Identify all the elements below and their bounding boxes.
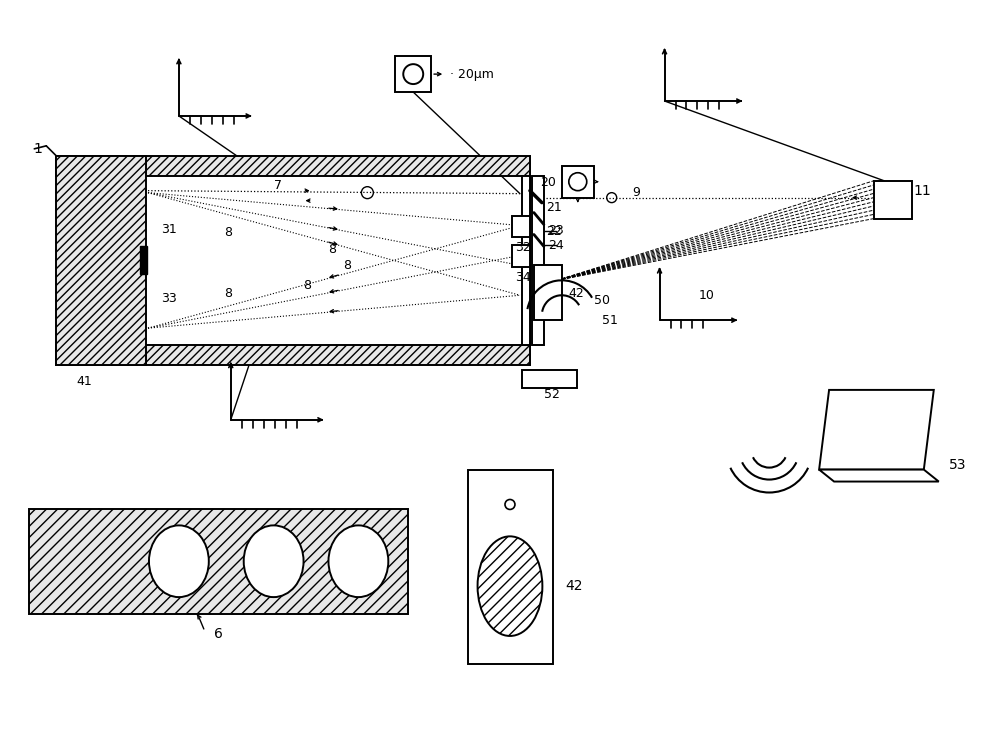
Polygon shape [819, 390, 934, 469]
Bar [56, 156, 530, 176]
Text: 10: 10 [698, 289, 714, 302]
Ellipse shape [328, 526, 388, 597]
Text: 8: 8 [343, 259, 351, 272]
Bar [874, 181, 912, 219]
Bar [512, 246, 530, 268]
Bar [532, 176, 544, 345]
Text: 11: 11 [913, 184, 931, 198]
Text: 9: 9 [633, 186, 641, 199]
Text: 20: 20 [540, 176, 556, 190]
Text: 34: 34 [515, 271, 531, 284]
Text: 8: 8 [328, 243, 336, 256]
Text: 22: 22 [546, 225, 562, 238]
Text: 32: 32 [515, 241, 531, 254]
Text: 8: 8 [224, 286, 232, 300]
Bar [522, 370, 577, 388]
Text: 6: 6 [214, 627, 223, 641]
Bar [395, 56, 431, 92]
Text: 23: 23 [548, 224, 564, 237]
Text: 53: 53 [949, 458, 966, 472]
Text: 33: 33 [161, 292, 177, 305]
Text: 8: 8 [304, 278, 312, 292]
Text: 52: 52 [544, 389, 560, 402]
Text: 1: 1 [33, 142, 42, 156]
Bar [468, 469, 553, 664]
Text: 8: 8 [224, 226, 232, 239]
Bar [29, 510, 408, 614]
Bar [56, 345, 530, 365]
Bar [522, 176, 530, 345]
Bar [146, 176, 522, 345]
Text: 42: 42 [569, 286, 585, 300]
Bar [140, 246, 147, 274]
Text: · 20μm: · 20μm [450, 68, 494, 81]
Text: 42: 42 [565, 579, 582, 593]
Text: 51: 51 [602, 313, 618, 327]
Ellipse shape [478, 537, 542, 636]
Ellipse shape [244, 526, 304, 597]
Text: 24: 24 [548, 239, 564, 252]
Text: 50: 50 [594, 294, 610, 307]
Ellipse shape [149, 526, 209, 597]
Bar [56, 156, 146, 365]
Bar [534, 265, 562, 320]
Bar [512, 216, 530, 238]
Text: 31: 31 [161, 223, 177, 236]
Bar [562, 165, 594, 198]
Text: 21: 21 [546, 201, 562, 214]
Text: 41: 41 [76, 375, 92, 389]
Text: 7: 7 [274, 179, 282, 192]
Polygon shape [819, 469, 939, 482]
